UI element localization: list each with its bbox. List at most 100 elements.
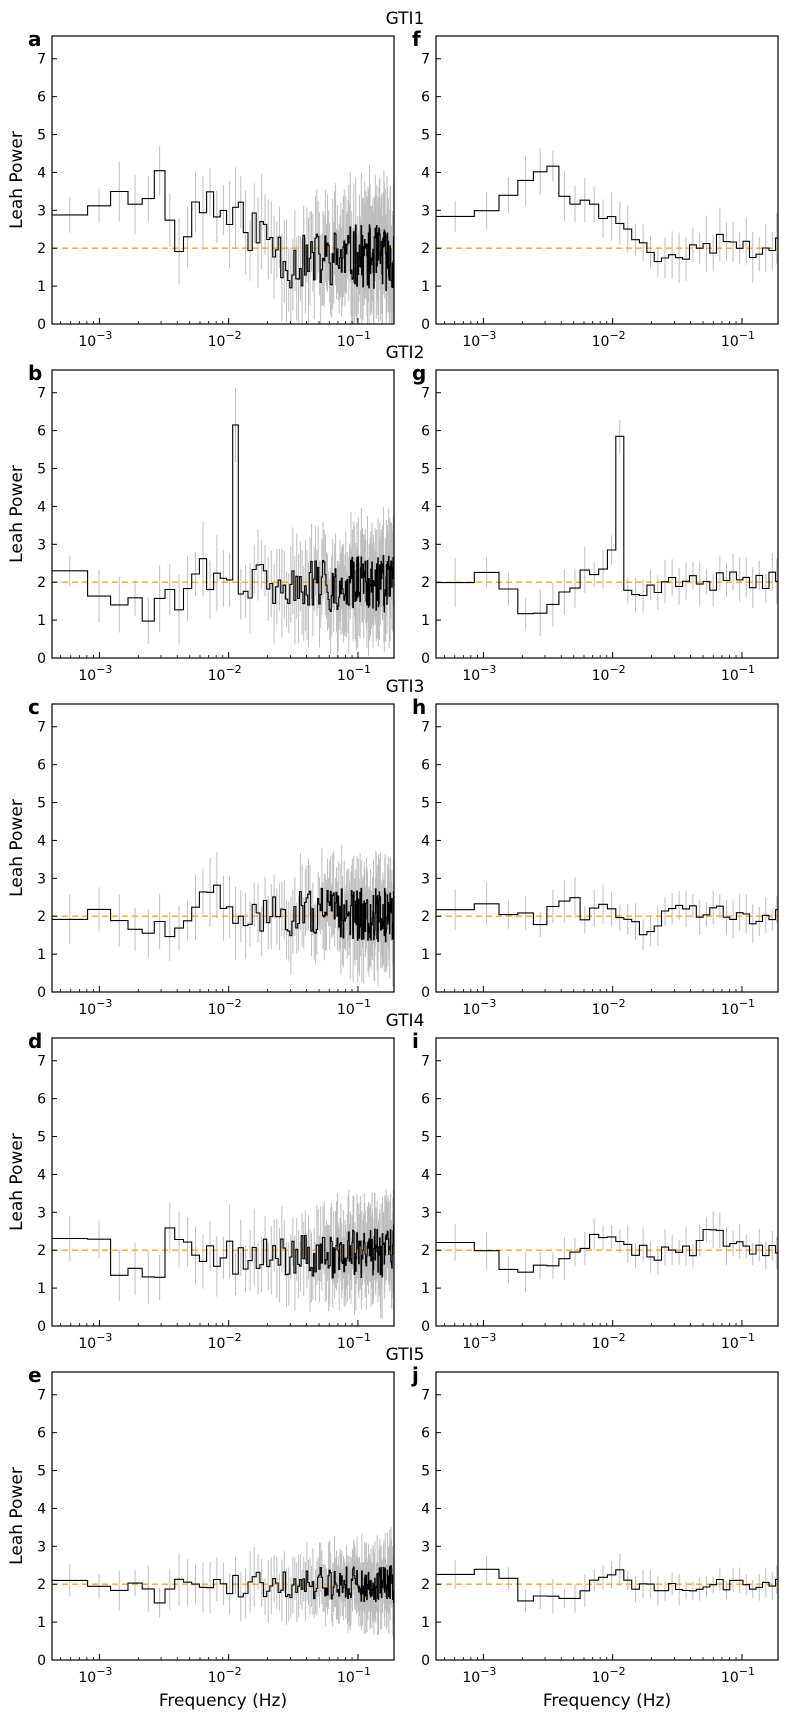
axes-frame-f	[435, 35, 779, 325]
panel-label-c: c	[28, 695, 40, 719]
ytick-label-f-3: 3	[421, 203, 430, 219]
errorbars-i	[454, 1211, 778, 1293]
ytick-label-h-7: 7	[421, 720, 430, 736]
ytick-label-f-1: 1	[421, 279, 430, 295]
panel-label-d: d	[28, 1029, 42, 1053]
row-title-gti3: GTI3	[386, 677, 425, 697]
ylabel-c: Leah Power	[7, 799, 27, 897]
spectrum-line-c	[52, 884, 394, 943]
xtick-label-h-1: 10−2	[592, 997, 626, 1018]
ytick-label-j-2: 2	[421, 1577, 430, 1593]
ytick-label-c-7: 7	[37, 720, 46, 736]
xtick-label-i-0: 10−3	[462, 1331, 496, 1352]
ytick-label-a-7: 7	[37, 52, 46, 68]
panel-label-h: h	[412, 695, 426, 719]
axes-frame-j	[435, 1371, 779, 1661]
xtick-label-g-0: 10−3	[462, 663, 496, 684]
ytick-label-g-4: 4	[421, 499, 430, 515]
axes-frame-g	[435, 369, 779, 659]
xtick-label-h-2: 10−1	[721, 997, 755, 1018]
ytick-label-j-3: 3	[421, 1539, 430, 1555]
spectrum-line-b	[52, 424, 394, 622]
ytick-label-j-7: 7	[421, 1388, 430, 1404]
xtick-label-a-1: 10−2	[208, 329, 242, 350]
xtick-label-j-0: 10−3	[462, 1665, 496, 1686]
ytick-label-d-0: 0	[37, 1319, 46, 1335]
ytick-label-i-7: 7	[421, 1054, 430, 1070]
ylabel-e: Leah Power	[7, 1467, 27, 1565]
row-title-gti1: GTI1	[386, 9, 425, 29]
ytick-label-e-3: 3	[37, 1539, 46, 1555]
spectrum-line-i	[436, 1228, 778, 1273]
errorbars-a	[69, 146, 394, 324]
panel-h: 0 1 2 3 4 5 6 7 10−3 10−2 10−1 h	[412, 695, 779, 1018]
ytick-label-i-1: 1	[421, 1281, 430, 1297]
spectrum-line-e	[52, 1565, 394, 1604]
row-title-gti2: GTI2	[386, 343, 425, 363]
ytick-label-a-2: 2	[37, 241, 46, 257]
row-title-gti4: GTI4	[386, 1011, 425, 1031]
ytick-label-j-1: 1	[421, 1615, 430, 1631]
xlabel-e: Frequency (Hz)	[159, 1691, 287, 1711]
ytick-label-b-2: 2	[37, 575, 46, 591]
xtick-label-g-2: 10−1	[721, 663, 755, 684]
ytick-label-h-1: 1	[421, 947, 430, 963]
panel-b: 0 1 2 3 4 5 6 7 10−3 10−2 10−1 b Leah Power	[7, 361, 395, 684]
ytick-label-a-4: 4	[37, 165, 46, 181]
panel-d: 0 1 2 3 4 5 6 7 10−3 10−2 10−1 d Leah Power	[7, 1029, 395, 1352]
ytick-label-c-6: 6	[37, 758, 46, 774]
axes-frame-h	[435, 703, 779, 993]
ytick-label-j-5: 5	[421, 1464, 430, 1480]
ytick-label-d-2: 2	[37, 1243, 46, 1259]
ytick-label-f-5: 5	[421, 128, 430, 144]
spectrum-line-d	[52, 1224, 394, 1279]
ytick-label-g-2: 2	[421, 575, 430, 591]
ytick-label-c-3: 3	[37, 871, 46, 887]
ytick-label-b-4: 4	[37, 499, 46, 515]
xtick-label-d-0: 10−3	[78, 1331, 112, 1352]
xtick-label-d-1: 10−2	[208, 1331, 242, 1352]
ytick-label-b-5: 5	[37, 462, 46, 478]
panel-label-a: a	[28, 27, 42, 51]
errorbars-e	[69, 1526, 394, 1640]
ytick-label-f-7: 7	[421, 52, 430, 68]
errorbars-f	[454, 148, 778, 283]
xtick-label-e-2: 10−1	[337, 1665, 371, 1686]
xtick-label-f-0: 10−3	[462, 329, 496, 350]
ytick-label-g-3: 3	[421, 537, 430, 553]
ytick-label-i-3: 3	[421, 1205, 430, 1221]
ytick-label-j-4: 4	[421, 1501, 430, 1517]
ytick-label-a-5: 5	[37, 128, 46, 144]
ytick-label-b-3: 3	[37, 537, 46, 553]
ytick-label-i-5: 5	[421, 1130, 430, 1146]
spectrum-line-f	[436, 165, 778, 263]
xtick-label-c-0: 10−3	[78, 997, 112, 1018]
ytick-label-c-4: 4	[37, 833, 46, 849]
axes-frame-e	[51, 1371, 395, 1661]
xtick-label-c-1: 10−2	[208, 997, 242, 1018]
axes-frame-i	[435, 1037, 779, 1327]
ytick-label-e-1: 1	[37, 1615, 46, 1631]
spectrum-line-g	[436, 435, 778, 615]
spectrum-line-h	[436, 897, 778, 936]
xtick-label-g-1: 10−2	[592, 663, 626, 684]
ytick-label-a-0: 0	[37, 317, 46, 333]
ytick-label-i-6: 6	[421, 1092, 430, 1108]
ytick-label-e-4: 4	[37, 1501, 46, 1517]
panel-a: 0 1 2 3 4 5 6 7 10−3 10−2 10−1 a Leah Power	[7, 27, 395, 350]
ytick-label-g-5: 5	[421, 462, 430, 478]
panel-c: 0 1 2 3 4 5 6 7 10−3 10−2 10−1 c Leah Power	[7, 695, 395, 1018]
xtick-label-e-1: 10−2	[208, 1665, 242, 1686]
ytick-label-d-3: 3	[37, 1205, 46, 1221]
ytick-label-e-5: 5	[37, 1464, 46, 1480]
ytick-label-i-0: 0	[421, 1319, 430, 1335]
panel-label-f: f	[412, 27, 421, 51]
panel-f: 0 1 2 3 4 5 6 7 10−3 10−2 10−1 f	[412, 27, 779, 350]
ytick-label-h-3: 3	[421, 871, 430, 887]
row-title-gti5: GTI5	[386, 1345, 425, 1365]
ytick-label-d-6: 6	[37, 1092, 46, 1108]
xtick-label-j-2: 10−1	[721, 1665, 755, 1686]
xtick-label-j-1: 10−2	[592, 1665, 626, 1686]
ytick-label-j-0: 0	[421, 1653, 430, 1669]
